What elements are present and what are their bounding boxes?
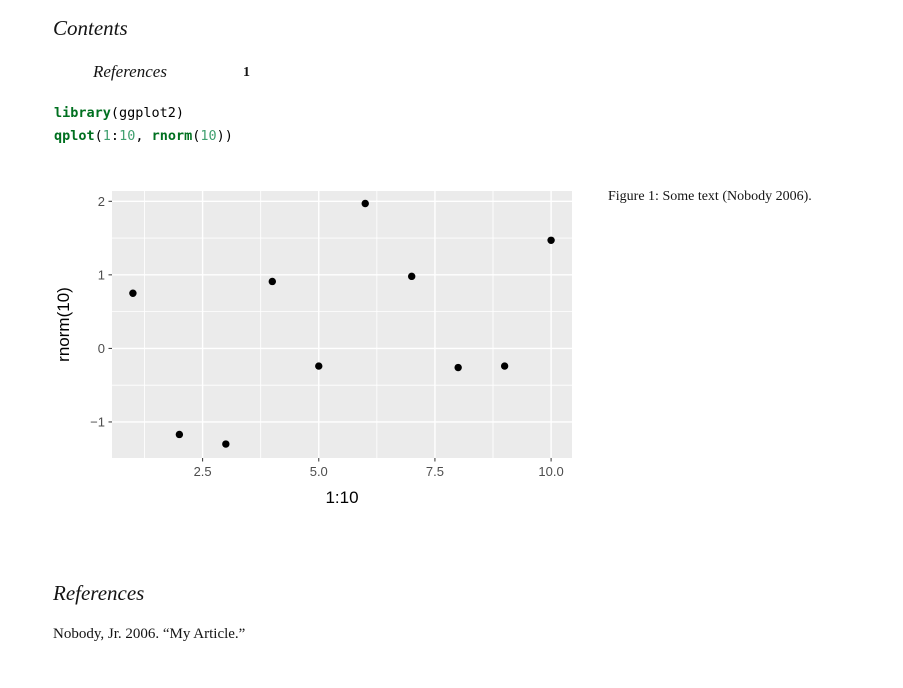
- code-token: )): [216, 128, 233, 144]
- x-axis-title: 1:10: [325, 488, 358, 507]
- references-heading: References: [53, 581, 145, 605]
- code-token: 1: [102, 128, 111, 144]
- y-tick-label: 2: [98, 194, 105, 209]
- code-token: rnorm: [151, 128, 193, 144]
- data-point: [407, 272, 416, 281]
- data-point: [129, 289, 137, 297]
- y-tick-label: 1: [98, 267, 105, 282]
- data-point: [315, 362, 323, 370]
- code-token: qplot: [54, 128, 95, 144]
- code-token: library: [54, 105, 111, 121]
- code-token: (: [192, 128, 201, 144]
- toc-entry[interactable]: References: [93, 62, 167, 82]
- scatter-plot-svg: −1 0 1 2 2.5 5.0 7.5 10.0 1:10 rnorm(10): [54, 191, 572, 507]
- code-line: qplot(1:10, rnorm(10)): [54, 125, 233, 148]
- data-point: [500, 362, 509, 370]
- figure-plot: −1 0 1 2 2.5 5.0 7.5 10.0 1:10 rnorm(10): [54, 178, 580, 513]
- code-token: (ggplot2): [110, 105, 185, 121]
- data-point: [547, 236, 555, 244]
- y-tick-label: 0: [98, 341, 105, 356]
- toc-entry-references-label[interactable]: References: [93, 62, 167, 81]
- x-tick-label: 7.5: [426, 464, 444, 479]
- contents-heading: Contents: [53, 16, 128, 40]
- data-point: [268, 277, 277, 286]
- code-block: library(ggplot2) qplot(1:10, rnorm(10)): [54, 102, 233, 148]
- y-axis-title: rnorm(10): [55, 287, 73, 362]
- x-tick-label: 2.5: [194, 464, 212, 479]
- reference-entry: Nobody, Jr. 2006. “My Article.”: [53, 626, 246, 642]
- data-point: [454, 363, 462, 372]
- code-line: library(ggplot2): [54, 102, 233, 125]
- code-token: :: [110, 128, 120, 144]
- code-token: 10: [200, 128, 217, 144]
- code-token: (: [94, 128, 103, 144]
- toc-entry-page-number: 1: [243, 65, 250, 80]
- figure-caption: Figure 1: Some text (Nobody 2006).: [608, 189, 812, 204]
- data-point: [222, 440, 230, 448]
- code-token: 10: [119, 128, 136, 144]
- data-point: [361, 199, 369, 208]
- data-point: [175, 430, 184, 439]
- x-tick-label: 10.0: [538, 464, 563, 479]
- x-tick-label: 5.0: [310, 464, 328, 479]
- plot-panel: [112, 191, 572, 458]
- y-tick-label: −1: [90, 414, 105, 429]
- code-token: ,: [135, 128, 152, 144]
